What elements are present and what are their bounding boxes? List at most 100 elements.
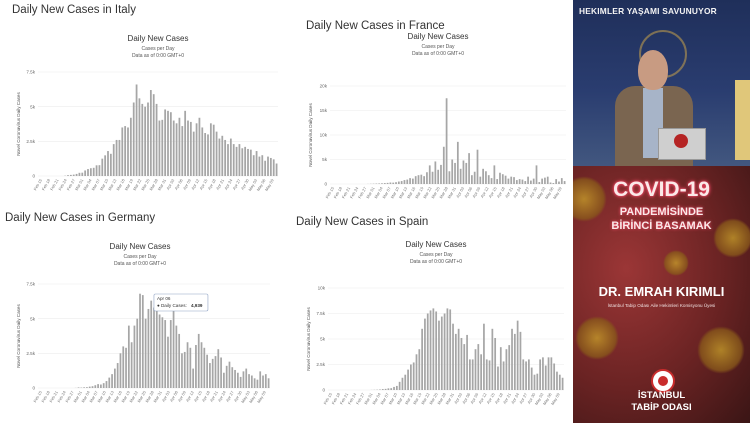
chart-bar xyxy=(474,349,477,390)
x-tick-label: Feb 27 xyxy=(64,389,75,403)
chart-bar xyxy=(440,164,442,184)
chart-bar xyxy=(247,148,249,176)
chart-bar xyxy=(487,175,490,184)
chart-bar xyxy=(250,375,253,388)
chart-bar xyxy=(94,385,97,388)
chart-bar xyxy=(454,333,457,390)
x-tick-label: Feb 24 xyxy=(56,389,67,403)
panel-heading: Daily New Cases in France xyxy=(306,20,445,32)
chart-bar xyxy=(155,103,158,176)
chart-bar xyxy=(446,308,449,390)
x-tick-label: Mar 16 xyxy=(112,389,123,403)
chart-bar xyxy=(181,353,183,388)
chart-bar xyxy=(442,146,445,184)
x-tick-label: May 09 xyxy=(550,391,561,406)
x-tick-label: Feb 27 xyxy=(355,391,366,405)
speaker-role: İstanbul Tabip Odası Aile Hekimleri Komi… xyxy=(607,303,716,308)
chart-bar xyxy=(505,349,508,390)
y-tick-label: 5k xyxy=(322,157,328,162)
chart-bar xyxy=(209,123,212,176)
side-column: HEKIMLER YAŞAMI SAVUNUYOR COVID-19 PANDE… xyxy=(573,0,750,423)
chart-bar xyxy=(432,308,435,390)
x-tick-label: Mar 10 xyxy=(96,389,107,403)
chart-bar xyxy=(130,342,133,388)
panel-heading: Daily New Cases in Italy xyxy=(12,4,136,16)
chart-bar xyxy=(224,139,227,176)
chart-bar xyxy=(125,347,127,388)
x-tick-label: May 03 xyxy=(247,177,258,192)
x-tick-label: Mar 01 xyxy=(74,177,85,191)
chart-bar xyxy=(249,149,252,176)
y-tick-label: 0 xyxy=(32,174,35,179)
x-tick-label: May 09 xyxy=(256,389,267,404)
chart-bar xyxy=(111,374,113,388)
chart-bar xyxy=(98,165,101,176)
x-tick-label: Feb 18 xyxy=(333,185,344,199)
chart-bar xyxy=(502,361,505,390)
x-tick-label: Apr 27 xyxy=(520,185,531,198)
chart-bar xyxy=(379,389,381,390)
x-tick-label: Feb 27 xyxy=(357,185,368,199)
x-tick-label: Apr 06 xyxy=(173,177,184,190)
chart-bar xyxy=(524,181,527,184)
x-tick-label: Mar 28 xyxy=(436,391,447,405)
panel-heading: Daily New Cases in Spain xyxy=(296,216,429,228)
speaker-name: DR. EMRAH KIRIMLI xyxy=(598,284,725,299)
chart-bar xyxy=(516,320,519,390)
x-tick-label: Mar 07 xyxy=(379,391,390,405)
x-tick-label: Apr 21 xyxy=(209,389,220,402)
y-tick-label: 2.5k xyxy=(26,139,35,144)
x-tick-label: Feb 18 xyxy=(41,177,52,191)
chart-bar xyxy=(161,317,164,388)
chart-bar xyxy=(212,124,215,176)
chart-bar xyxy=(114,368,116,388)
chart-bar xyxy=(457,328,460,390)
virus-icon xyxy=(697,326,745,374)
chart-bar xyxy=(152,94,155,176)
chart-bar xyxy=(410,364,412,390)
x-tick-label: Mar 13 xyxy=(107,177,118,191)
x-tick-label: Mar 01 xyxy=(363,391,374,405)
y-axis-label: Novel Coronavirus Daily Cases xyxy=(306,307,311,371)
chart-bar xyxy=(440,316,443,390)
x-tick-label: Mar 28 xyxy=(144,389,155,403)
chart-bar xyxy=(78,172,81,176)
y-tick-label: 7.5k xyxy=(26,70,35,75)
chart-bar xyxy=(169,112,172,176)
chart-bar xyxy=(124,126,127,176)
x-tick-label: Mar 10 xyxy=(99,177,110,191)
chart-bar xyxy=(542,357,544,390)
chart-bar xyxy=(244,146,247,176)
chart-bar xyxy=(92,167,95,176)
chart-bar xyxy=(558,181,560,184)
chart-bar xyxy=(153,307,155,388)
chart-bar xyxy=(519,331,522,390)
x-tick-label: Apr 12 xyxy=(185,389,196,402)
chart-bar xyxy=(479,176,482,184)
chart-bar xyxy=(412,362,415,390)
chart-bar xyxy=(473,171,476,184)
chart-bar xyxy=(418,349,421,390)
chart-bar xyxy=(262,375,264,388)
chart-bar xyxy=(136,318,139,388)
speaker-head xyxy=(638,50,668,90)
chart-bar xyxy=(423,176,425,184)
x-tick-label: Mar 13 xyxy=(398,185,409,199)
chart-bar xyxy=(183,351,186,388)
y-tick-label: 0 xyxy=(322,388,325,393)
chart-bar xyxy=(197,333,200,388)
chart-bar xyxy=(508,345,511,390)
chart-bar xyxy=(100,384,102,388)
chart-bar xyxy=(397,181,400,184)
chart-title: Daily New Cases xyxy=(406,240,467,249)
chart-bar xyxy=(393,386,395,390)
x-tick-label: Mar 22 xyxy=(422,185,433,199)
chart-bar xyxy=(550,357,553,390)
chart-bar xyxy=(69,174,72,176)
poster-subtitle-2: BİRİNCİ BASAMAK xyxy=(611,220,712,232)
x-tick-label: Mar 13 xyxy=(104,389,115,403)
